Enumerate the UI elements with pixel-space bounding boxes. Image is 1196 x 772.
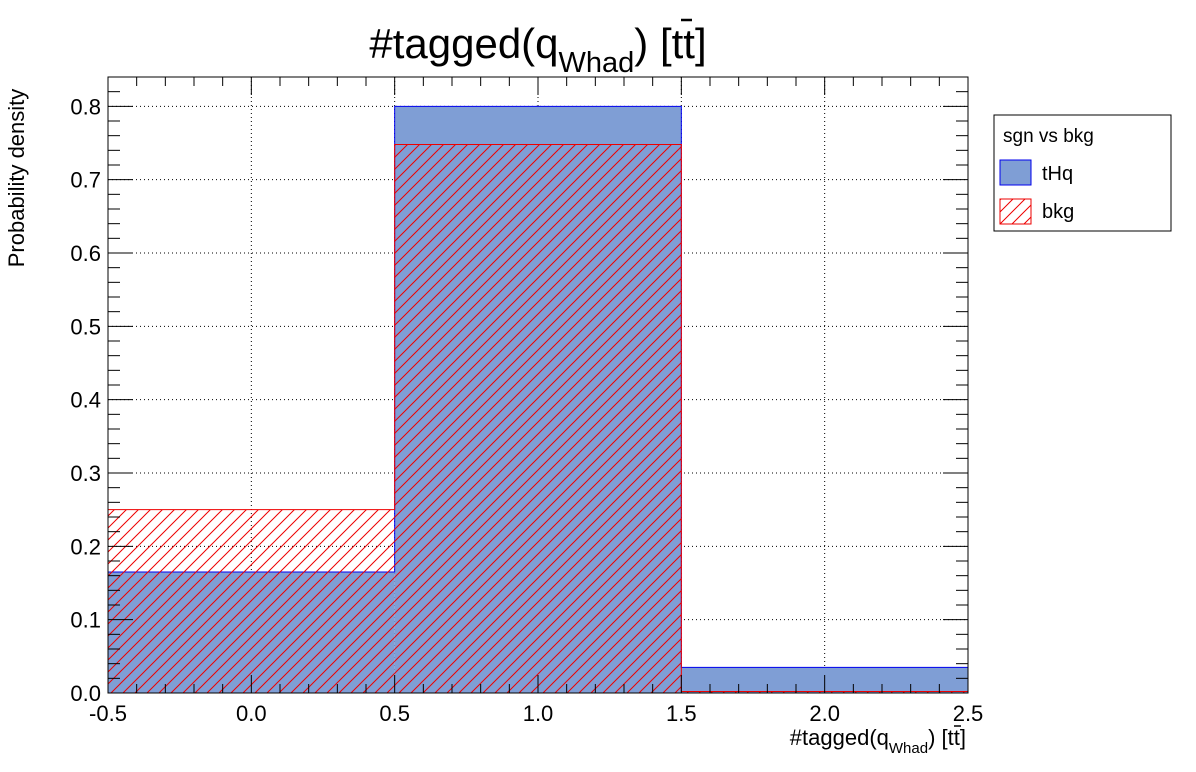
y-tick-label: 0.6 <box>70 241 101 266</box>
x-tick-label: -0.5 <box>89 701 127 726</box>
x-tick-label: 0.5 <box>379 701 410 726</box>
x-tick-label: 1.5 <box>666 701 697 726</box>
y-tick-label: 0.8 <box>70 94 101 119</box>
legend-swatch-thq <box>999 159 1032 186</box>
axis-tick-labels: -0.5 0.0 0.5 1.0 1.5 2.0 2.50.00.10.20.30.40.5… <box>70 94 983 726</box>
histogram-bars <box>107 105 969 694</box>
y-tick-label: 0.2 <box>70 534 101 559</box>
legend-label-bkg: bkg <box>1042 201 1074 223</box>
chart-title: #tagged(qWhad) [tt] <box>369 20 706 79</box>
chart-title-tbar: t <box>683 20 695 67</box>
legend-label-thq: tHq <box>1042 163 1073 185</box>
y-tick-label: 0.5 <box>70 314 101 339</box>
chart-title-end: ] <box>695 20 707 67</box>
y-tick-label: 0.1 <box>70 608 101 633</box>
x-axis-label-main: #tagged(q <box>790 725 889 750</box>
axis-ticks <box>107 76 969 694</box>
x-tick-label: 1.0 <box>523 701 554 726</box>
legend-swatch-bkg <box>999 198 1032 225</box>
x-axis-label-end: ] <box>960 725 966 750</box>
x-tick-label: 2.5 <box>953 701 984 726</box>
x-tick-label: 0.0 <box>236 701 267 726</box>
y-axis-label: Probability density <box>4 89 29 268</box>
chart-title-sub: Whad <box>559 47 635 79</box>
y-tick-label: 0.7 <box>70 168 101 193</box>
y-tick-label: 0.3 <box>70 461 101 486</box>
outline-bkg <box>107 143 969 693</box>
legend-title: sgn vs bkg <box>1003 126 1094 147</box>
x-axis-label-tail: ) [t <box>928 725 954 750</box>
x-axis-label-tbar: t <box>954 725 960 750</box>
x-axis-label-sub: Whad <box>889 740 928 757</box>
chart-title-tail: ) [t <box>634 20 683 67</box>
bar-bkg-bin-0 <box>108 509 395 693</box>
y-tick-label: 0.0 <box>70 681 101 706</box>
legend: sgn vs bkg tHq bkg <box>993 114 1172 232</box>
chart-title-main: #tagged(q <box>369 20 558 67</box>
x-axis-label: #tagged(qWhad) [tt] <box>790 725 966 757</box>
y-tick-label: 0.4 <box>70 388 101 413</box>
x-tick-label: 2.0 <box>809 701 840 726</box>
bar-bkg-bin-1 <box>394 144 682 693</box>
